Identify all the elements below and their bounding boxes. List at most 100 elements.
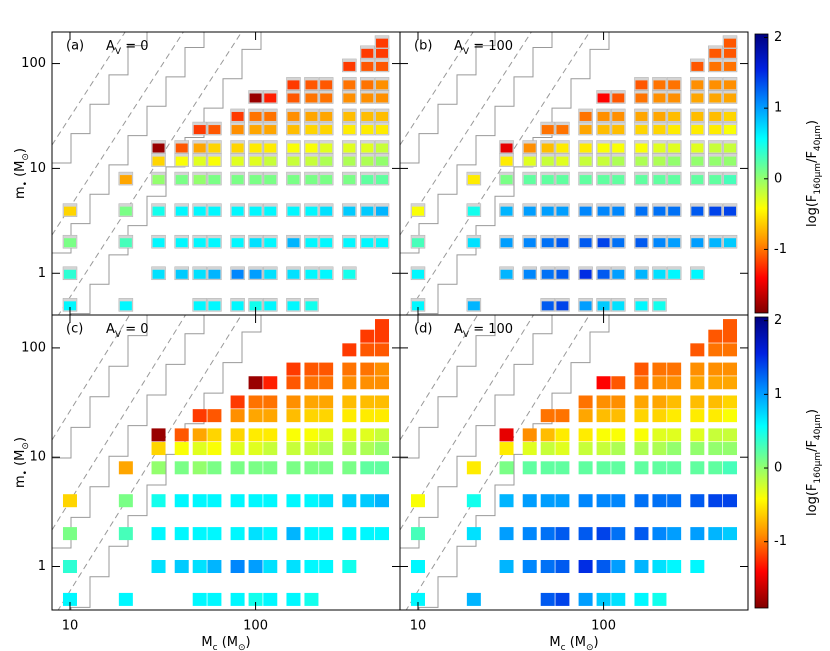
annotation-part: V: [463, 47, 470, 57]
cell: [119, 206, 132, 216]
cell: [691, 61, 704, 71]
cell: [691, 111, 704, 121]
cell: [723, 461, 738, 475]
cell: [118, 461, 133, 475]
cell: [668, 238, 681, 248]
annotation: AV = 0: [106, 39, 149, 57]
y-axis-label-part: (M: [13, 161, 28, 181]
cell: [193, 143, 206, 153]
cell: [709, 125, 722, 135]
cell: [248, 494, 263, 508]
cell: [597, 301, 610, 311]
cell: [119, 301, 132, 311]
cell: [375, 329, 390, 343]
cell: [612, 111, 625, 121]
x-axis-label-part: c: [561, 643, 566, 651]
x-axis-label-part: M: [549, 635, 560, 650]
cell: [118, 592, 133, 606]
colorbar: [754, 316, 769, 609]
cell: [207, 409, 222, 423]
cell: [249, 125, 262, 135]
cell: [192, 527, 207, 541]
cell: [500, 175, 513, 185]
cell: [579, 111, 592, 121]
cell: [556, 156, 569, 166]
cell: [63, 238, 76, 248]
cell: [541, 175, 554, 185]
cell: [305, 206, 318, 216]
cell: [305, 156, 318, 166]
cell: [634, 527, 649, 541]
cell: [305, 175, 318, 185]
cell: [499, 527, 514, 541]
cell: [668, 143, 681, 153]
cell: [304, 592, 319, 606]
cell: [724, 93, 737, 103]
cell: [667, 428, 682, 442]
colorbar-tick-label: -1: [774, 242, 787, 257]
cell: [151, 560, 166, 574]
annotation-part: = 0: [121, 322, 148, 337]
y-axis-label-part: •: [21, 181, 31, 186]
cell: [635, 125, 648, 135]
cell: [634, 409, 649, 423]
colorbar-label-part: /F: [805, 151, 820, 163]
cell: [410, 527, 425, 541]
cell: [375, 343, 390, 357]
cell: [305, 93, 318, 103]
colorbar-label: log(F160μm/F40μm): [805, 409, 823, 516]
cell: [708, 395, 723, 409]
cell: [361, 238, 374, 248]
cell: [119, 175, 132, 185]
x-axis-label-part: ): [594, 635, 599, 650]
y-tick-label: 1: [38, 266, 46, 281]
cell: [286, 376, 301, 390]
cell: [652, 494, 667, 508]
cell: [342, 395, 357, 409]
cell: [612, 143, 625, 153]
colorbar-label-part: 160μm: [813, 452, 823, 484]
cell: [304, 362, 319, 376]
cell: [691, 175, 704, 185]
cell: [376, 156, 389, 166]
cell: [708, 461, 723, 475]
cell: [263, 527, 278, 541]
cell: [375, 395, 390, 409]
cell: [578, 395, 593, 409]
y-axis-label-part: (M: [13, 450, 28, 470]
y-tick-label: 10: [29, 161, 46, 176]
cell: [376, 125, 389, 135]
cell: [174, 560, 189, 574]
cell: [555, 442, 570, 456]
cell: [668, 93, 681, 103]
annotation-part: A: [106, 39, 115, 54]
x-axis-label-part: (M: [218, 635, 238, 650]
cell: [556, 301, 569, 311]
colorbar-tick-label: 1: [774, 387, 782, 402]
cell: [208, 206, 221, 216]
colorbar-label-part: log(F: [805, 195, 820, 227]
cell: [287, 269, 300, 279]
cell: [612, 238, 625, 248]
cell: [230, 560, 245, 574]
y-axis-label-part: m: [13, 475, 28, 488]
cell: [305, 111, 318, 121]
cell: [611, 494, 626, 508]
cell: [263, 461, 278, 475]
cell: [652, 409, 667, 423]
cell: [691, 125, 704, 135]
cell: [175, 143, 188, 153]
cell: [541, 206, 554, 216]
cell: [376, 61, 389, 71]
cell: [304, 527, 319, 541]
cell: [723, 329, 738, 343]
cell: [343, 111, 356, 121]
cell: [540, 527, 555, 541]
cell: [231, 156, 244, 166]
cell: [597, 93, 610, 103]
cell: [708, 343, 723, 357]
cell: [231, 111, 244, 121]
cell: [320, 80, 333, 90]
cell: [466, 461, 481, 475]
x-tick-label: 10: [410, 619, 427, 634]
